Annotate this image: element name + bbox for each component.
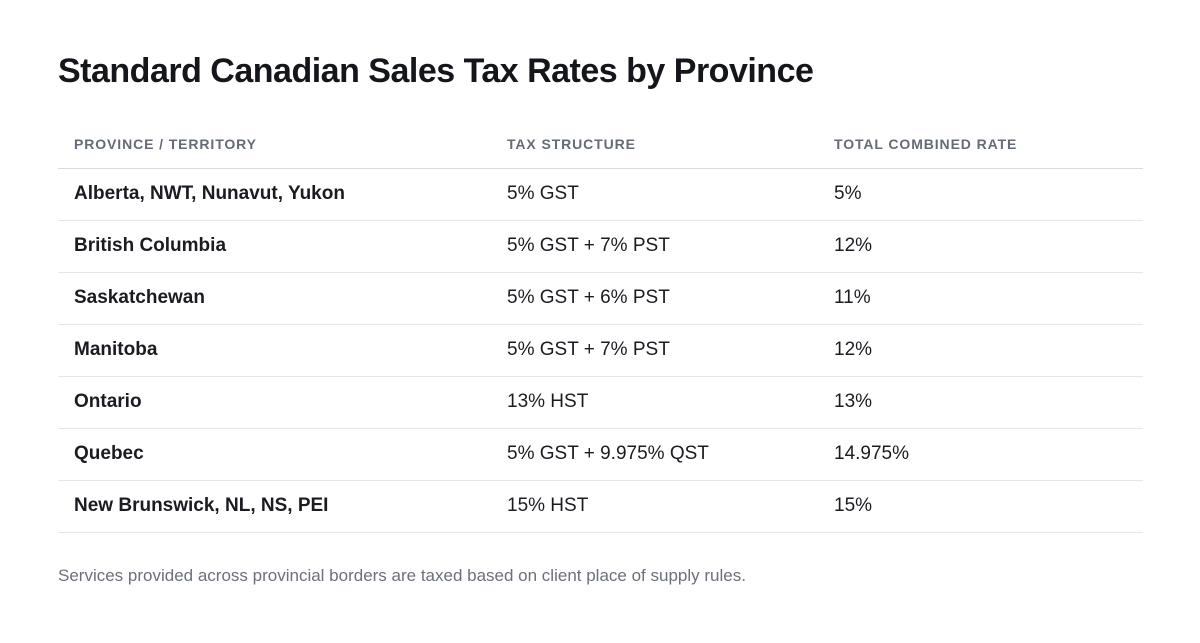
tax-rates-table: PROVINCE / TERRITORY TAX STRUCTURE TOTAL…	[58, 121, 1143, 533]
total-rate-cell: 11%	[834, 287, 871, 308]
province-cell: British Columbia	[74, 235, 227, 256]
total-rate-cell: 15%	[834, 495, 873, 516]
tax-structure-cell: 5% GST + 9.975% QST	[507, 443, 709, 464]
province-cell: Manitoba	[74, 339, 158, 360]
province-cell: Alberta, NWT, Nunavut, Yukon	[74, 183, 345, 204]
province-cell: Saskatchewan	[74, 287, 205, 308]
tax-structure-cell: 5% GST + 7% PST	[507, 339, 670, 360]
table-row: British Columbia 5% GST + 7% PST 12%	[58, 220, 1143, 272]
tax-structure-cell: 5% GST + 6% PST	[507, 287, 670, 308]
total-rate-cell: 5%	[834, 183, 862, 204]
tax-structure-cell: 13% HST	[507, 391, 589, 412]
tax-structure-cell: 5% GST	[507, 183, 579, 204]
tax-structure-cell: 15% HST	[507, 495, 589, 516]
total-rate-cell: 13%	[834, 391, 873, 412]
column-header-total-rate: TOTAL COMBINED RATE	[834, 136, 1018, 153]
page-title: Standard Canadian Sales Tax Rates by Pro…	[58, 52, 814, 90]
table-row: Manitoba 5% GST + 7% PST 12%	[58, 324, 1143, 376]
table-row: Ontario 13% HST 13%	[58, 376, 1143, 428]
tax-structure-cell: 5% GST + 7% PST	[507, 235, 670, 256]
column-header-province: PROVINCE / TERRITORY	[74, 136, 257, 153]
total-rate-cell: 12%	[834, 339, 873, 360]
province-cell: Quebec	[74, 443, 144, 464]
total-rate-cell: 12%	[834, 235, 873, 256]
footnote: Services provided across provincial bord…	[58, 566, 746, 585]
column-header-tax-structure: TAX STRUCTURE	[507, 136, 636, 153]
table-row: Quebec 5% GST + 9.975% QST 14.975%	[58, 428, 1143, 480]
table-row: New Brunswick, NL, NS, PEI 15% HST 15%	[58, 480, 1143, 532]
table-row: Alberta, NWT, Nunavut, Yukon 5% GST 5%	[58, 168, 1143, 220]
table-row: Saskatchewan 5% GST + 6% PST 11%	[58, 272, 1143, 324]
total-rate-cell: 14.975%	[834, 443, 910, 464]
province-cell: Ontario	[74, 391, 142, 412]
table-header-row: PROVINCE / TERRITORY TAX STRUCTURE TOTAL…	[58, 121, 1143, 168]
province-cell: New Brunswick, NL, NS, PEI	[74, 495, 329, 516]
